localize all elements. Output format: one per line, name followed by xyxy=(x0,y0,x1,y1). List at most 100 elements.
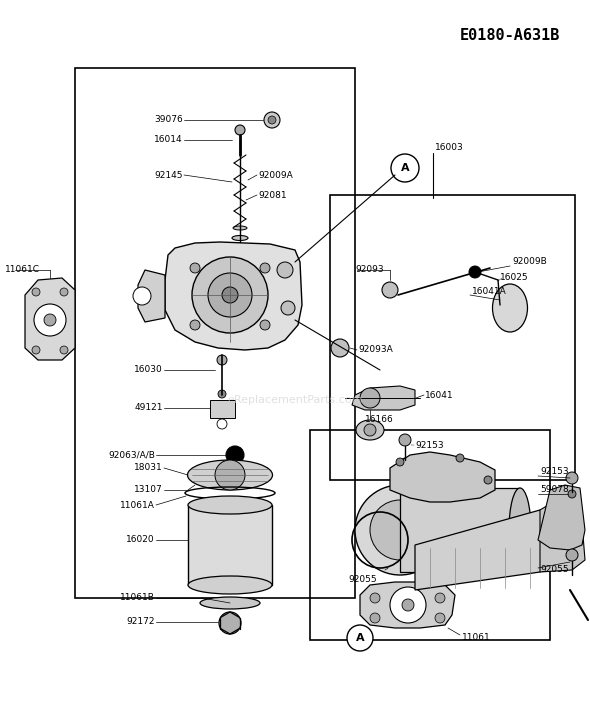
Circle shape xyxy=(192,257,268,333)
Circle shape xyxy=(402,599,414,611)
Polygon shape xyxy=(360,582,455,628)
Text: 92172: 92172 xyxy=(126,618,155,626)
Bar xyxy=(400,488,520,572)
Bar xyxy=(210,400,235,418)
Circle shape xyxy=(277,262,293,278)
Circle shape xyxy=(391,154,419,182)
Circle shape xyxy=(219,612,241,634)
Polygon shape xyxy=(538,485,585,550)
Circle shape xyxy=(208,273,252,317)
Circle shape xyxy=(268,116,276,124)
Circle shape xyxy=(355,485,445,575)
Bar xyxy=(310,430,550,640)
Circle shape xyxy=(360,388,380,408)
Circle shape xyxy=(190,263,200,273)
Circle shape xyxy=(484,476,492,484)
Text: 39076: 39076 xyxy=(154,116,183,124)
Circle shape xyxy=(281,301,295,315)
Polygon shape xyxy=(352,386,415,410)
Text: 92055: 92055 xyxy=(348,575,376,585)
Text: A: A xyxy=(401,163,409,173)
Circle shape xyxy=(331,339,349,357)
Text: 49121: 49121 xyxy=(135,404,163,412)
Text: 16041A: 16041A xyxy=(472,287,507,297)
Circle shape xyxy=(347,625,373,651)
Circle shape xyxy=(44,314,56,326)
Circle shape xyxy=(60,288,68,296)
Text: 92009B: 92009B xyxy=(512,258,547,266)
Text: 16020: 16020 xyxy=(126,535,155,544)
Circle shape xyxy=(364,424,376,436)
Circle shape xyxy=(396,458,404,466)
Ellipse shape xyxy=(188,460,273,490)
Ellipse shape xyxy=(233,226,247,230)
Circle shape xyxy=(235,125,245,135)
Ellipse shape xyxy=(509,488,531,572)
Ellipse shape xyxy=(232,236,248,241)
Text: 92153: 92153 xyxy=(415,441,444,450)
Circle shape xyxy=(435,613,445,623)
Polygon shape xyxy=(415,510,560,590)
Circle shape xyxy=(217,419,227,429)
Text: eReplacementParts.com: eReplacementParts.com xyxy=(227,395,363,405)
Circle shape xyxy=(215,460,245,490)
Circle shape xyxy=(370,613,380,623)
Text: A: A xyxy=(356,633,364,643)
Circle shape xyxy=(264,112,280,128)
Bar xyxy=(75,68,355,598)
Circle shape xyxy=(399,434,411,446)
Circle shape xyxy=(456,454,464,462)
Bar xyxy=(188,505,272,585)
Polygon shape xyxy=(25,278,75,360)
Text: 92081: 92081 xyxy=(258,191,287,200)
Text: 11061A: 11061A xyxy=(120,501,155,510)
Polygon shape xyxy=(165,242,302,350)
Text: 16030: 16030 xyxy=(135,366,163,374)
Circle shape xyxy=(401,458,409,466)
Text: 59078: 59078 xyxy=(540,486,569,494)
Text: 16025: 16025 xyxy=(500,273,529,282)
Circle shape xyxy=(260,263,270,273)
Ellipse shape xyxy=(200,597,260,609)
Circle shape xyxy=(566,549,578,561)
Circle shape xyxy=(217,355,227,365)
Circle shape xyxy=(390,587,426,623)
Text: 92093: 92093 xyxy=(355,265,384,275)
Polygon shape xyxy=(540,495,585,572)
Circle shape xyxy=(60,346,68,354)
Circle shape xyxy=(218,390,226,398)
Text: 92145: 92145 xyxy=(155,171,183,179)
Ellipse shape xyxy=(356,420,384,440)
Text: E0180-A631B: E0180-A631B xyxy=(460,28,560,43)
Text: 16003: 16003 xyxy=(435,143,464,152)
Polygon shape xyxy=(138,270,165,322)
Text: 18031: 18031 xyxy=(135,464,163,472)
Polygon shape xyxy=(390,452,495,502)
Circle shape xyxy=(260,320,270,330)
Text: 92093A: 92093A xyxy=(358,345,393,354)
Circle shape xyxy=(568,490,576,498)
Circle shape xyxy=(190,320,200,330)
Circle shape xyxy=(32,288,40,296)
Text: 13107: 13107 xyxy=(135,486,163,494)
Circle shape xyxy=(435,593,445,603)
Ellipse shape xyxy=(493,284,527,332)
Ellipse shape xyxy=(188,576,272,594)
Circle shape xyxy=(32,346,40,354)
Circle shape xyxy=(34,304,66,336)
Bar xyxy=(330,195,575,480)
Circle shape xyxy=(133,287,151,305)
Text: 92153: 92153 xyxy=(540,467,569,477)
Text: 11061C: 11061C xyxy=(5,265,40,275)
Text: 92055: 92055 xyxy=(540,566,569,575)
Circle shape xyxy=(469,266,481,278)
Circle shape xyxy=(382,282,398,298)
Circle shape xyxy=(370,500,430,560)
Text: 92009A: 92009A xyxy=(258,171,293,179)
Text: 92063/A/B: 92063/A/B xyxy=(108,450,155,460)
Text: 16014: 16014 xyxy=(155,136,183,145)
Text: 16166: 16166 xyxy=(365,416,394,424)
Circle shape xyxy=(226,446,244,464)
Circle shape xyxy=(566,472,578,484)
Text: 11061B: 11061B xyxy=(120,594,155,602)
